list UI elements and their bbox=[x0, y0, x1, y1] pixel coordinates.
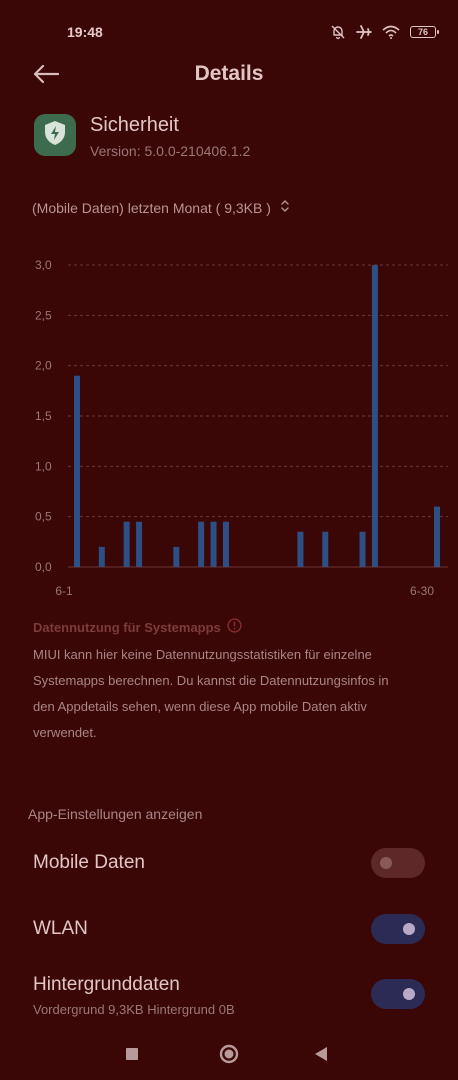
chart-bar bbox=[434, 506, 440, 567]
period-label: (Mobile Daten) letzten Monat ( 9,3KB ) bbox=[32, 199, 271, 216]
chart-bar bbox=[222, 521, 229, 567]
battery-icon: 76 bbox=[410, 26, 439, 38]
y-tick-label: 2,5 bbox=[35, 308, 52, 322]
background-data-sublabel: Vordergrund 9,3KB Hintergrund 0B bbox=[33, 1002, 235, 1017]
y-tick-label: 0,0 bbox=[35, 560, 52, 574]
system-apps-description: MIUI kann hier keine Datennutzungsstatis… bbox=[33, 647, 389, 740]
recents-square-icon[interactable] bbox=[126, 1048, 138, 1060]
airplane-icon bbox=[356, 24, 372, 40]
period-selector[interactable]: (Mobile Daten) letzten Monat ( 9,3KB ) bbox=[32, 199, 291, 216]
chart-bar bbox=[136, 521, 143, 567]
app-version: Version: 5.0.0-210406.1.2 bbox=[90, 143, 251, 159]
mobile-data-toggle[interactable] bbox=[371, 848, 425, 878]
mute-bell-icon bbox=[330, 24, 346, 40]
app-icon bbox=[34, 114, 76, 156]
chart-bar bbox=[198, 521, 205, 567]
wlan-label: WLAN bbox=[33, 918, 88, 939]
back-button[interactable] bbox=[28, 60, 64, 92]
toggle-knob bbox=[403, 988, 415, 1000]
chart-bar bbox=[98, 546, 105, 567]
back-triangle-icon[interactable] bbox=[314, 1046, 328, 1067]
page-title: Details bbox=[194, 62, 264, 85]
chart-bar bbox=[322, 531, 329, 567]
toggle-knob bbox=[403, 923, 415, 935]
toggle-knob bbox=[380, 857, 392, 869]
info-circle-icon[interactable] bbox=[227, 618, 242, 636]
back-arrow-icon bbox=[33, 64, 60, 88]
chart-bar bbox=[210, 521, 217, 567]
shield-bolt-icon bbox=[42, 119, 68, 152]
chart-bar bbox=[297, 531, 304, 567]
chart-bar bbox=[74, 375, 80, 567]
y-tick-label: 1,5 bbox=[35, 409, 52, 423]
status-icons: 76 bbox=[330, 22, 439, 42]
y-tick-label: 0,5 bbox=[35, 510, 52, 524]
status-time: 19:48 bbox=[67, 24, 103, 40]
home-circle-icon[interactable] bbox=[219, 1044, 239, 1064]
system-apps-heading-text: Datennutzung für Systemapps bbox=[33, 619, 221, 635]
chart-bar bbox=[359, 531, 366, 567]
settings-heading: App-Einstellungen anzeigen bbox=[28, 806, 203, 822]
usage-chart: 0,0 0,5 1,0 1,5 2,0 2,5 3,0 6-1 6-30 bbox=[26, 252, 450, 602]
chart-bar bbox=[371, 265, 378, 567]
chart-bar bbox=[173, 546, 180, 567]
background-data-toggle[interactable] bbox=[371, 979, 425, 1009]
wifi-icon bbox=[382, 25, 400, 39]
x-tick-label-end: 6-30 bbox=[410, 584, 434, 598]
background-data-label: Hintergrunddaten bbox=[33, 974, 180, 995]
wlan-toggle[interactable] bbox=[371, 914, 425, 944]
up-down-chevron-icon bbox=[279, 199, 291, 216]
x-tick-label-start: 6-1 bbox=[55, 584, 73, 598]
y-tick-label: 3,0 bbox=[35, 258, 52, 272]
app-name: Sicherheit bbox=[90, 114, 179, 136]
y-tick-label: 2,0 bbox=[35, 359, 52, 373]
system-apps-heading: Datennutzung für Systemapps bbox=[33, 618, 242, 636]
chart-bar bbox=[123, 521, 130, 567]
mobile-data-label: Mobile Daten bbox=[33, 852, 145, 873]
y-tick-label: 1,0 bbox=[35, 459, 52, 473]
